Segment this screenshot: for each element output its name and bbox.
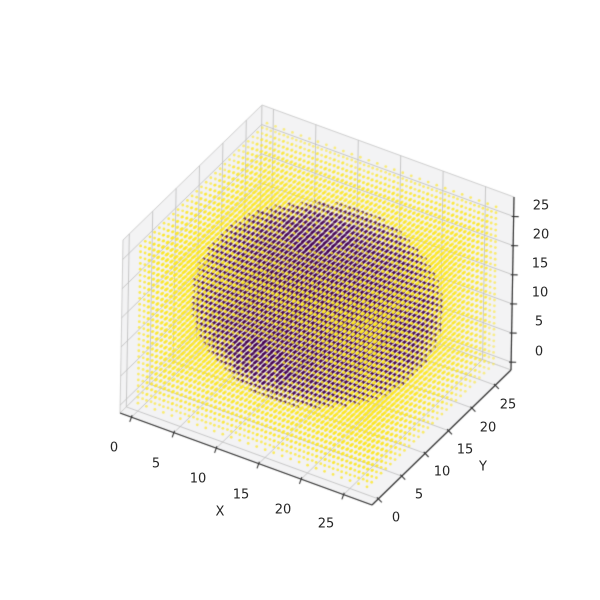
z-tick-label-0: 0 [534, 344, 544, 360]
y-tick-label-10: 10 [433, 464, 451, 480]
z-tick-label-10: 10 [531, 285, 549, 301]
z-tick-label-20: 20 [532, 227, 550, 243]
x-tick-label-15: 15 [232, 487, 250, 503]
y-tick-label-0: 0 [391, 510, 401, 526]
y-tick-label-15: 15 [456, 442, 474, 458]
x-tick-label-10: 10 [189, 471, 207, 487]
y-tick-label-20: 20 [479, 420, 497, 436]
x-tick-label-25: 25 [317, 516, 335, 532]
x-tick-label-5: 5 [151, 456, 161, 472]
x-tick-label-20: 20 [274, 502, 292, 518]
x-tick-label-0: 0 [109, 440, 119, 456]
y-tick-label-5: 5 [414, 487, 424, 503]
z-tick-label-5: 5 [534, 314, 544, 330]
z-tick-label-15: 15 [531, 256, 549, 272]
x-axis-label: X [215, 504, 225, 520]
z-tick-label-25: 25 [532, 198, 550, 214]
y-axis-label: Y [479, 459, 487, 475]
y-tick-label-25: 25 [499, 397, 517, 413]
